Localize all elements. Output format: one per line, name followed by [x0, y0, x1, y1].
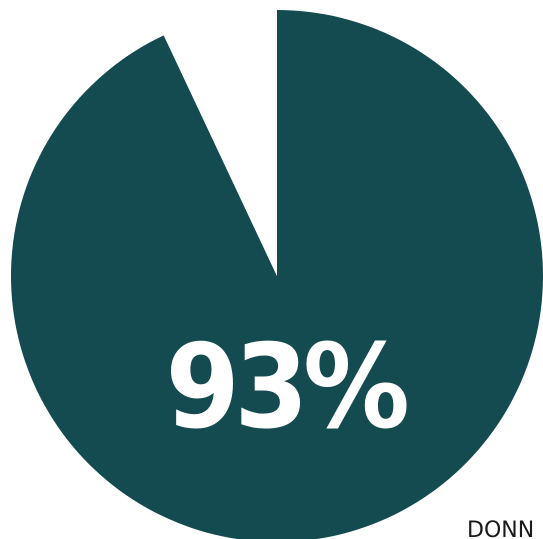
pie-slice-0 — [11, 10, 543, 539]
clipped-caption: DONN — [467, 518, 535, 539]
pie-slices — [11, 10, 543, 539]
pie-slice-1 — [163, 10, 277, 276]
percentage-label: 93% — [165, 320, 410, 455]
